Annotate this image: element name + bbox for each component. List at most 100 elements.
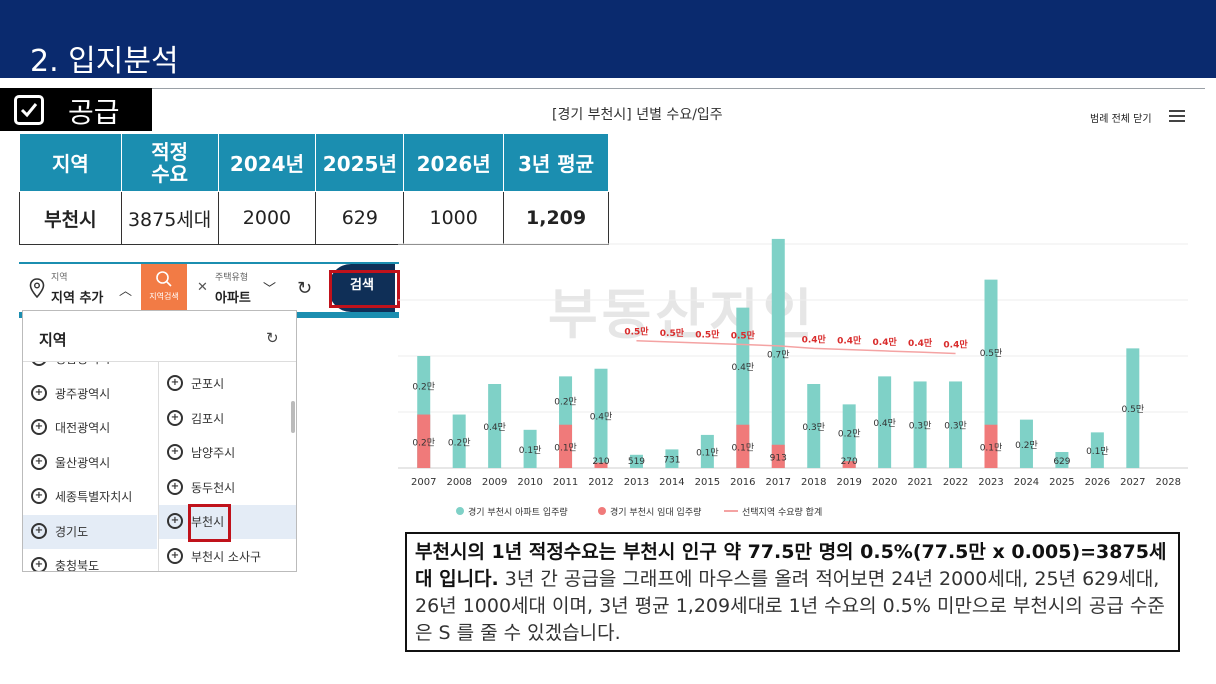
refresh-icon[interactable]: ↻	[297, 278, 313, 299]
refresh-icon[interactable]: ↻	[266, 329, 279, 347]
line-label: 0.5만	[660, 327, 685, 339]
region-list-item[interactable]: + 세종특별자치시	[23, 480, 157, 514]
legend-marker	[456, 507, 464, 515]
table-row: 부천시 3875세대 2000 629 1000 1,209	[19, 191, 609, 245]
data-label: 0.2만	[838, 429, 861, 440]
data-label: 0.1만	[980, 442, 1003, 453]
chevron-down-icon[interactable]: ﹀	[263, 282, 277, 297]
data-label: 0.4만	[483, 422, 506, 433]
data-label: 0.1만	[732, 442, 755, 453]
bar-apartment	[594, 368, 608, 468]
bar-apartment	[949, 381, 963, 468]
province-list: + 경남광역시 + 광주광역시 + 대전광역시 + 울산광역시 + 세종특별자치시 + 경기도 + 충청북…	[23, 362, 157, 572]
data-label: 0.2만	[412, 381, 435, 392]
add-icon: +	[31, 557, 47, 571]
region-panel-title: 지역	[39, 331, 67, 349]
region-list-item[interactable]: + 동두천시	[159, 471, 296, 505]
table-cell: 1,209	[503, 191, 609, 245]
highlight-box	[329, 270, 400, 308]
data-label: 519	[628, 457, 645, 467]
bar-rental	[984, 424, 998, 468]
x-tick-label: 2007	[411, 477, 436, 488]
add-icon: +	[167, 444, 183, 460]
data-label: 0.3만	[909, 421, 932, 432]
scrollbar[interactable]	[291, 401, 295, 433]
region-list-label: 울산광역시	[55, 455, 111, 470]
region-list-item[interactable]: + 광주광역시	[23, 377, 157, 411]
line-label: 0.4만	[943, 338, 968, 350]
region-list-item[interactable]: + 군포시	[159, 367, 296, 401]
line-label: 0.4만	[873, 336, 898, 348]
region-list-label: 충청북도	[55, 559, 100, 572]
x-tick-label: 2019	[836, 477, 861, 488]
data-label: 0.5만	[980, 348, 1003, 359]
line-label: 0.4만	[837, 335, 862, 347]
add-icon: +	[31, 522, 47, 539]
data-label: 270	[841, 457, 858, 467]
region-list-item[interactable]: + 충청북도	[23, 549, 157, 572]
region-list-item[interactable]: + 경남광역시	[23, 362, 157, 376]
region-list-label: 경남광역시	[55, 362, 110, 366]
add-icon: +	[31, 384, 47, 401]
x-tick-label: 2014	[659, 477, 684, 488]
legend-toggle-button[interactable]: 범례 전체 닫기	[1090, 114, 1152, 125]
add-icon: +	[31, 453, 47, 470]
note-text: 3년 간 공급을 그래프에 마우스를 올려 적어보면 24년 2000세대, 2…	[415, 568, 1165, 644]
region-list-item[interactable]: + 남양주시	[159, 436, 296, 470]
region-list-item[interactable]: + 부천시	[159, 505, 296, 539]
line-label: 0.5만	[731, 330, 756, 342]
region-list-label: 군포시	[191, 377, 225, 391]
region-list-item[interactable]: + 김포시	[159, 402, 296, 436]
supply-label: 공급	[68, 96, 120, 129]
divider	[150, 88, 1205, 89]
bar-apartment	[913, 381, 927, 468]
data-label: 0.4만	[873, 418, 896, 429]
data-label: 0.1만	[696, 447, 719, 458]
region-list-label: 동두천시	[191, 480, 236, 495]
header-bar: 2. 입지분석	[0, 0, 1216, 79]
bar-apartment	[1090, 432, 1104, 468]
table-cell: 부천시	[19, 191, 122, 245]
region-list-item[interactable]: + 울산광역시	[23, 446, 157, 480]
data-label: 0.1만	[1086, 446, 1109, 457]
checkbox-icon	[14, 95, 44, 125]
add-icon: +	[31, 419, 47, 435]
region-list-label: 광주광역시	[55, 386, 111, 401]
add-icon: +	[167, 409, 183, 426]
region-list-item[interactable]: + 부천시 소사구	[159, 540, 296, 572]
table-header: 적정 수요	[120, 133, 219, 192]
add-icon: +	[167, 547, 183, 564]
menu-icon[interactable]	[1168, 108, 1186, 124]
x-tick-label: 2015	[695, 477, 720, 488]
x-tick-label: 2020	[872, 477, 897, 488]
bar-apartment	[807, 384, 821, 468]
supply-table: 지역 적정 수요 2024년 2025년 2026년 3년 평균 부천시 387…	[19, 133, 609, 245]
region-list-item[interactable]: + 경기도	[23, 514, 157, 549]
bar-apartment	[665, 449, 679, 468]
x-tick-label: 2026	[1085, 477, 1110, 488]
region-list-label: 부천시	[191, 515, 225, 529]
bar-apartment	[629, 454, 643, 468]
bar-rental	[559, 424, 573, 468]
region-select[interactable]: 지역 지역 추가 ︿	[21, 264, 143, 312]
region-list-item[interactable]: + 대전광역시	[23, 411, 157, 445]
bar-apartment	[488, 384, 502, 468]
region-list-label: 부천시 소사구	[191, 549, 262, 564]
legend-label: 경기 부천시 아파트 입주량	[468, 506, 568, 518]
type-value[interactable]: 아파트	[215, 291, 251, 306]
data-label: 0.1만	[554, 442, 577, 453]
table-cell: 3875세대	[120, 191, 219, 245]
table-cell: 1000	[403, 191, 505, 245]
region-search-label: 지역검색	[149, 292, 179, 301]
region-search-button[interactable]: 지역검색	[141, 264, 187, 312]
bar-rental	[594, 462, 608, 468]
add-icon: +	[31, 362, 47, 366]
demand-line	[636, 339, 956, 355]
region-list-label: 김포시	[191, 411, 225, 426]
divider	[23, 361, 296, 362]
close-icon[interactable]: ✕	[197, 280, 208, 295]
table-header: 2024년	[217, 133, 317, 192]
add-icon: +	[31, 488, 47, 504]
data-label: 0.3만	[802, 422, 825, 433]
data-label: 210	[592, 457, 609, 467]
